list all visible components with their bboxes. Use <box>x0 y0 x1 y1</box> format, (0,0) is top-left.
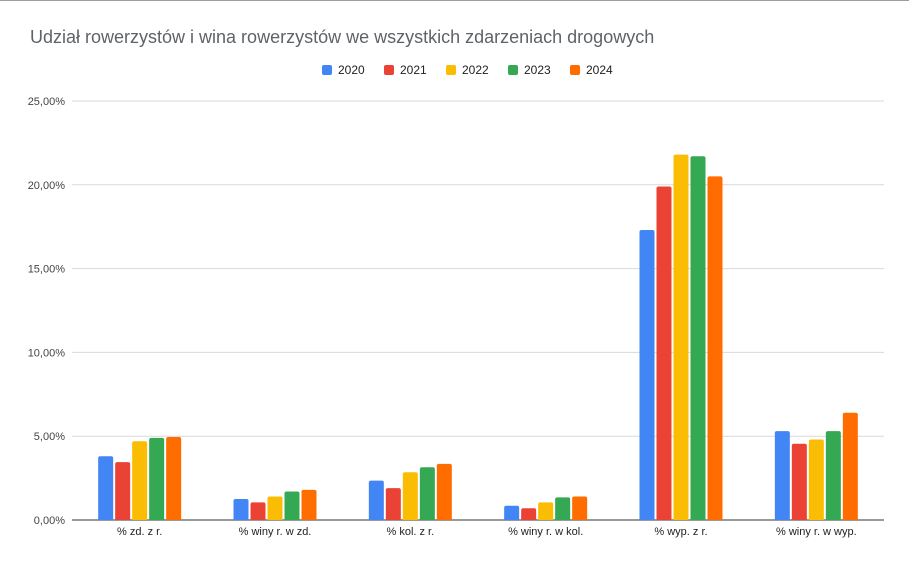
bar-2023 <box>555 497 571 520</box>
bar-2024 <box>301 489 317 520</box>
bar-2020 <box>504 505 520 520</box>
legend-label: 2024 <box>586 63 613 77</box>
x-tick-label: % wyp. z r. <box>654 526 707 538</box>
bar-2022 <box>267 496 283 520</box>
bar-2023 <box>284 491 300 520</box>
y-tick-label: 25,00% <box>28 96 66 108</box>
y-tick-label: 20,00% <box>28 180 66 192</box>
bar-2024 <box>572 496 588 520</box>
legend-swatch <box>446 65 456 75</box>
x-tick-label: % kol. z r. <box>386 526 434 538</box>
bar-2022 <box>402 472 418 520</box>
legend-swatch <box>508 65 518 75</box>
bar-2021 <box>115 462 131 520</box>
bar-2022 <box>673 154 689 520</box>
bar-2022 <box>538 502 554 520</box>
bar-2023 <box>690 156 706 521</box>
legend-swatch <box>384 65 394 75</box>
bar-2024 <box>166 437 182 520</box>
bar-2021 <box>791 443 807 520</box>
legend-swatch <box>570 65 580 75</box>
y-tick-label: 15,00% <box>28 264 66 276</box>
bar-2021 <box>250 502 266 520</box>
x-tick-label: % zd. z r. <box>117 526 162 538</box>
x-tick-label: % winy r. w kol. <box>508 526 583 538</box>
bar-2020 <box>639 230 655 520</box>
y-tick-label: 5,00% <box>34 431 65 443</box>
legend-item-2023: 2023 <box>508 63 551 77</box>
y-tick-label: 0,00% <box>34 515 65 527</box>
bar-2020 <box>774 431 790 520</box>
legend-label: 2023 <box>524 63 551 77</box>
y-tick-label: 10,00% <box>28 347 66 359</box>
x-tick-label: % winy r. w zd. <box>239 526 312 538</box>
legend-label: 2020 <box>338 63 365 77</box>
legend-label: 2021 <box>400 63 427 77</box>
bar-2024 <box>707 176 723 521</box>
chart-title: Udział rowerzystów i wina rowerzystów we… <box>30 27 655 47</box>
bar-2020 <box>368 480 384 520</box>
legend-swatch <box>322 65 332 75</box>
bar-2020 <box>98 456 114 520</box>
bar-2022 <box>808 439 824 520</box>
bar-2021 <box>656 186 672 520</box>
bar-2023 <box>419 467 435 520</box>
legend-item-2020: 2020 <box>322 63 365 77</box>
bar-2021 <box>385 488 401 520</box>
x-tick-label: % winy r. w wyp. <box>776 526 857 538</box>
bar-2020 <box>233 499 249 520</box>
bar-2022 <box>132 441 148 520</box>
chart-legend: 2020 2021 2022 2023 2024 <box>0 63 909 79</box>
bar-2023 <box>149 437 165 520</box>
legend-item-2021: 2021 <box>384 63 427 77</box>
legend-label: 2022 <box>462 63 489 77</box>
legend-item-2024: 2024 <box>570 63 613 77</box>
bar-2024 <box>842 412 858 520</box>
bar-2023 <box>825 431 841 520</box>
bar-2024 <box>436 463 452 520</box>
legend-item-2022: 2022 <box>446 63 489 77</box>
bar-2021 <box>521 508 537 520</box>
